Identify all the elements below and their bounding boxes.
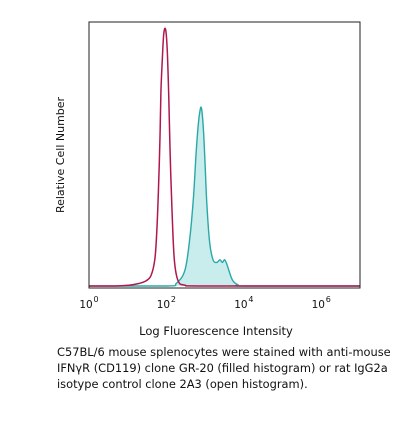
figure-caption: C57BL/6 mouse splenocytes were stained w… bbox=[57, 344, 391, 392]
caption-line-2: IFNγR (CD119) clone GR-20 (filled histog… bbox=[57, 361, 388, 375]
x-tick-label-3: 10 6 bbox=[312, 295, 331, 311]
x-tick-exponent: 6 bbox=[326, 295, 331, 304]
x-axis-label: Log Fluorescence Intensity bbox=[139, 324, 293, 338]
x-tick-base: 10 bbox=[234, 299, 247, 311]
x-tick-exponent: 0 bbox=[94, 295, 99, 304]
x-tick-base: 10 bbox=[79, 299, 92, 311]
open-histogram-line bbox=[88, 27, 360, 287]
series-layer bbox=[88, 27, 360, 287]
filled-histogram-line bbox=[88, 106, 360, 287]
x-tick-exponent: 2 bbox=[171, 295, 176, 304]
x-tick-labels: 10 0 10 2 10 4 10 6 bbox=[79, 295, 331, 311]
x-tick-base: 10 bbox=[157, 299, 170, 311]
y-axis-label: Relative Cell Number bbox=[54, 96, 67, 213]
plot-frame bbox=[88, 21, 361, 289]
x-tick-base: 10 bbox=[312, 299, 325, 311]
x-tick-label-0: 10 0 bbox=[79, 295, 98, 311]
x-tick-label-2: 10 4 bbox=[234, 295, 253, 311]
x-tick-exponent: 4 bbox=[248, 295, 253, 304]
caption-line-3: isotype control clone 2A3 (open histogra… bbox=[57, 377, 308, 391]
x-tick-label-1: 10 2 bbox=[157, 295, 176, 311]
caption-line-1: C57BL/6 mouse splenocytes were stained w… bbox=[57, 345, 391, 359]
